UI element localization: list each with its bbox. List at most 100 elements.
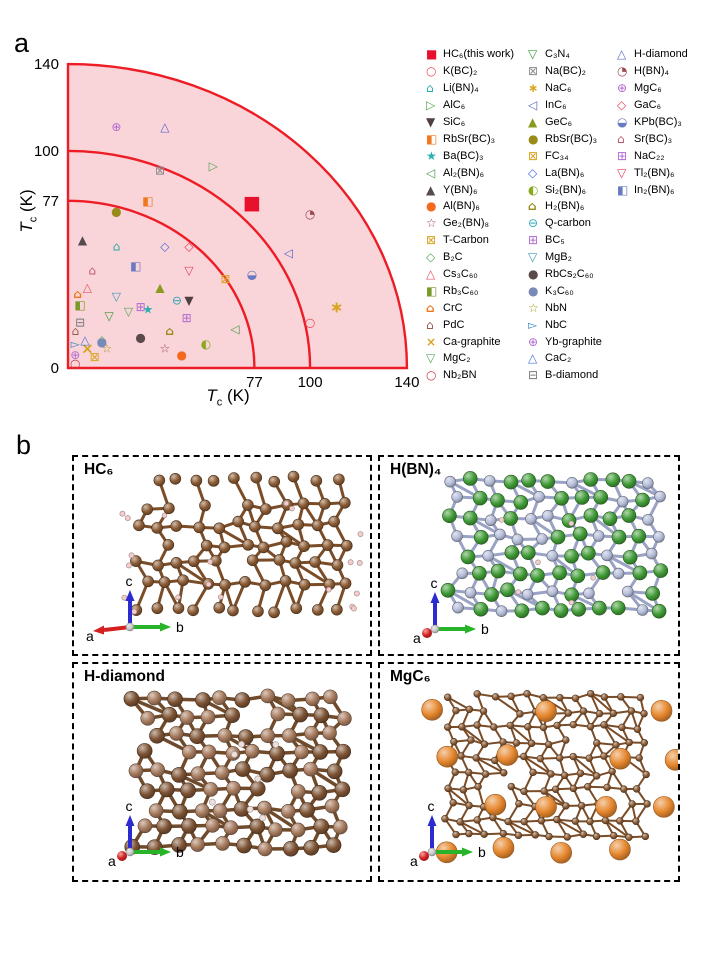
axis-gizmo: c b a [86, 573, 184, 644]
legend-marker: ∗ [528, 81, 539, 96]
atom [586, 689, 595, 698]
legend-label: CrC [443, 301, 463, 314]
atom [500, 769, 508, 777]
legend-label: InC₆ [545, 99, 567, 112]
hydrogen-atom [353, 590, 360, 597]
y-axis-label: Tc (K) [17, 141, 39, 281]
gizmo-origin [125, 847, 135, 857]
atom [515, 799, 523, 808]
atom [503, 511, 518, 526]
b-axis-label: b [176, 619, 184, 635]
atom [158, 576, 171, 588]
atom [457, 752, 465, 760]
data-point-marker: ◒ [247, 268, 257, 282]
atom [553, 603, 569, 618]
atom [529, 768, 537, 777]
legend-marker: ○ [426, 368, 437, 383]
atom [321, 539, 334, 551]
legend-item: ◧ Rb₃C₆₀ [426, 282, 514, 299]
atom [514, 831, 523, 840]
atom [490, 563, 506, 579]
data-point-marker: ◐ [201, 337, 211, 351]
atom [465, 801, 473, 810]
legend-label: Si₂(BN)₆ [545, 183, 587, 196]
atom [333, 473, 345, 486]
atom [335, 743, 352, 760]
x-axis-label: Tc (K) [158, 386, 298, 408]
legend-label: Nb₂BN [443, 369, 477, 382]
atom [459, 786, 468, 794]
legend-marker: ⊕ [528, 334, 539, 349]
data-point-marker: ◧ [74, 298, 85, 312]
hydrogen-atom [568, 520, 575, 527]
legend-item: ● RbCs₂C₆₀ [528, 266, 602, 283]
atom [462, 471, 478, 486]
legend-marker: ◇ [426, 250, 436, 265]
atom [610, 600, 626, 616]
atom [628, 800, 636, 808]
atom [520, 787, 528, 795]
atom [123, 690, 140, 707]
legend-marker: ◔ [617, 64, 628, 79]
atom [593, 739, 601, 747]
atom [203, 782, 219, 797]
atom [323, 689, 338, 705]
hydrogen-atom [208, 798, 216, 806]
atom [268, 606, 280, 619]
axis-gizmo: c b a [410, 798, 486, 869]
atom [519, 752, 528, 761]
atom [595, 565, 611, 580]
structure-svg-hdiamond: c b a [108, 688, 352, 869]
atom [442, 508, 457, 524]
atom [581, 545, 596, 561]
hydrogen-atom [238, 740, 245, 748]
c-axis-arrowhead [125, 590, 135, 601]
atom [213, 601, 226, 614]
structure-title-hdiamond: H-diamond [84, 668, 165, 685]
structure-title-hbn4: H(BN)₄ [390, 461, 442, 478]
data-point-marker: ▽ [112, 289, 122, 303]
atom [171, 767, 187, 783]
legend-label: T-Carbon [443, 234, 489, 247]
atom [331, 559, 344, 571]
legend-label: NbN [545, 301, 568, 314]
c-axis-label: c [126, 798, 133, 814]
atom [595, 709, 604, 718]
legend-item: ◒ KPb(BC)₃ [617, 114, 688, 131]
axis-gizmo: c b a [413, 575, 489, 646]
atom [621, 585, 634, 598]
atom [137, 818, 153, 834]
atom [326, 763, 343, 780]
atom [612, 567, 625, 580]
atom [546, 585, 559, 598]
bond [603, 723, 617, 746]
atom [218, 541, 231, 554]
legend-marker: ▲ [426, 182, 436, 197]
structure-svg-hc6: c b a [86, 470, 364, 644]
atom [260, 728, 276, 744]
atom [562, 802, 570, 810]
atom [298, 540, 310, 552]
atom [514, 603, 530, 619]
atom [571, 817, 580, 825]
atom [148, 803, 164, 818]
structure-cell-hdiamond: c b a H-diamond [72, 662, 372, 882]
data-point-marker: ◔ [305, 207, 315, 221]
legend-label: Na(BC)₂ [545, 65, 586, 78]
data-point-marker: ■ [243, 192, 261, 214]
atom [259, 766, 275, 783]
legend-marker: △ [426, 267, 436, 282]
legend-item: ● RbSr(BC)₃ [528, 130, 602, 147]
atom [242, 539, 254, 551]
legend-marker: ◇ [617, 98, 627, 113]
atom [312, 604, 324, 616]
legend-marker: ⌂ [426, 317, 434, 332]
legend-column-1: ■ HC₆(this work) ○ K(BC)₂ ⌂ Li(BN)₄ ▷ AlC₆ ▼ SiC₆… [426, 46, 514, 384]
panel-a-label: a [14, 28, 30, 58]
legend-label: Al₂(BN)₆ [443, 166, 485, 179]
hydrogen-atom [590, 575, 596, 581]
atom [569, 784, 578, 793]
atom [586, 817, 594, 826]
atom [212, 803, 228, 818]
atom [542, 510, 554, 522]
